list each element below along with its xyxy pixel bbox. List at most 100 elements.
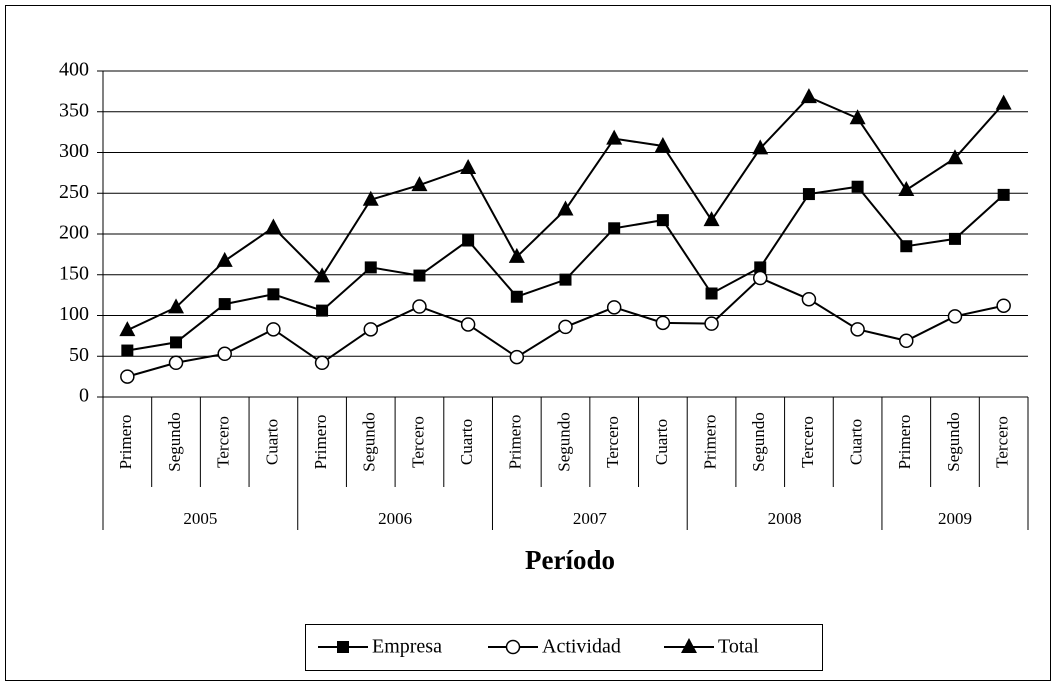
marker [462, 234, 475, 247]
x-tick-label: Tercero [214, 416, 233, 468]
marker [946, 149, 963, 165]
marker [510, 290, 523, 303]
legend-marker [681, 638, 697, 653]
marker [996, 298, 1011, 313]
x-tick-label: Cuarto [457, 419, 476, 465]
marker [559, 273, 572, 286]
y-tick-label: 100 [59, 303, 89, 325]
y-tick-label: 350 [59, 99, 89, 121]
marker [606, 129, 623, 145]
x-tick-label: Segundo [165, 412, 184, 472]
x-tick-label: Primero [311, 415, 330, 470]
x-tick-label: Segundo [554, 412, 573, 472]
marker [168, 355, 184, 371]
marker [655, 315, 671, 331]
marker [898, 180, 915, 196]
x-tick-label: Tercero [408, 416, 427, 468]
marker [802, 188, 815, 201]
marker [364, 261, 377, 274]
x-tick-label: Primero [895, 415, 914, 470]
x-tick-label: Cuarto [262, 419, 281, 465]
marker [216, 251, 233, 267]
marker [217, 346, 232, 362]
legend-box [305, 624, 823, 671]
marker [608, 222, 621, 235]
marker [121, 344, 134, 357]
marker [316, 304, 329, 317]
marker [752, 270, 768, 286]
marker [752, 139, 769, 155]
marker [754, 261, 767, 274]
y-tick-label: 0 [79, 385, 89, 407]
marker [606, 300, 622, 315]
marker [850, 322, 865, 337]
x-tick-label: Cuarto [652, 419, 671, 465]
marker [704, 316, 719, 331]
x-axis-title: Período [525, 545, 615, 575]
x-group-label: 2005 [183, 509, 217, 528]
x-tick-label: Segundo [749, 412, 768, 472]
marker [411, 176, 428, 192]
marker [557, 200, 574, 216]
marker [899, 333, 914, 349]
x-tick-label: Primero [116, 415, 135, 470]
marker [948, 232, 961, 245]
marker [947, 309, 963, 324]
marker [654, 136, 671, 152]
marker [120, 369, 135, 384]
marker [851, 180, 864, 193]
x-tick-label: Primero [700, 415, 719, 470]
marker [314, 267, 331, 283]
legend-label: Total [718, 636, 759, 658]
marker [170, 336, 183, 349]
y-tick-label: 250 [59, 181, 89, 203]
chart-border [5, 5, 1051, 681]
x-tick-label: Segundo [360, 412, 379, 472]
marker [363, 322, 379, 337]
x-tick-label: Cuarto [847, 419, 866, 465]
marker [460, 158, 477, 174]
x-tick-label: Tercero [798, 416, 817, 468]
x-group-label: 2006 [378, 509, 412, 528]
x-tick-label: Tercero [603, 416, 622, 468]
x-group-label: 2009 [938, 509, 972, 528]
marker [849, 109, 866, 125]
legend-label: Empresa [372, 636, 442, 658]
marker [362, 190, 379, 206]
marker [558, 319, 573, 335]
legend-marker [337, 641, 349, 653]
marker [119, 321, 136, 337]
y-tick-label: 300 [59, 140, 89, 162]
marker [412, 299, 427, 314]
marker [266, 322, 281, 337]
marker [995, 94, 1012, 110]
marker [413, 269, 426, 282]
marker [460, 317, 476, 332]
marker [267, 288, 280, 301]
marker [703, 211, 720, 227]
legend-marker [505, 639, 521, 655]
marker [705, 287, 718, 300]
marker [801, 291, 817, 307]
x-tick-label: Tercero [993, 416, 1012, 468]
y-tick-label: 50 [69, 344, 89, 366]
marker [168, 298, 185, 314]
marker [508, 247, 525, 263]
marker [218, 298, 231, 311]
x-tick-label: Primero [506, 415, 525, 470]
marker [800, 88, 817, 104]
legend-label: Actividad [542, 636, 621, 658]
x-tick-label: Segundo [944, 412, 963, 472]
marker [265, 218, 282, 234]
y-tick-label: 200 [59, 222, 89, 244]
marker [509, 349, 525, 365]
x-group-label: 2007 [573, 509, 608, 528]
marker [656, 214, 669, 227]
marker [900, 240, 913, 253]
y-tick-label: 400 [59, 59, 89, 81]
x-group-label: 2008 [768, 509, 802, 528]
marker [997, 188, 1010, 201]
y-tick-label: 150 [59, 262, 89, 284]
marker [314, 355, 330, 371]
